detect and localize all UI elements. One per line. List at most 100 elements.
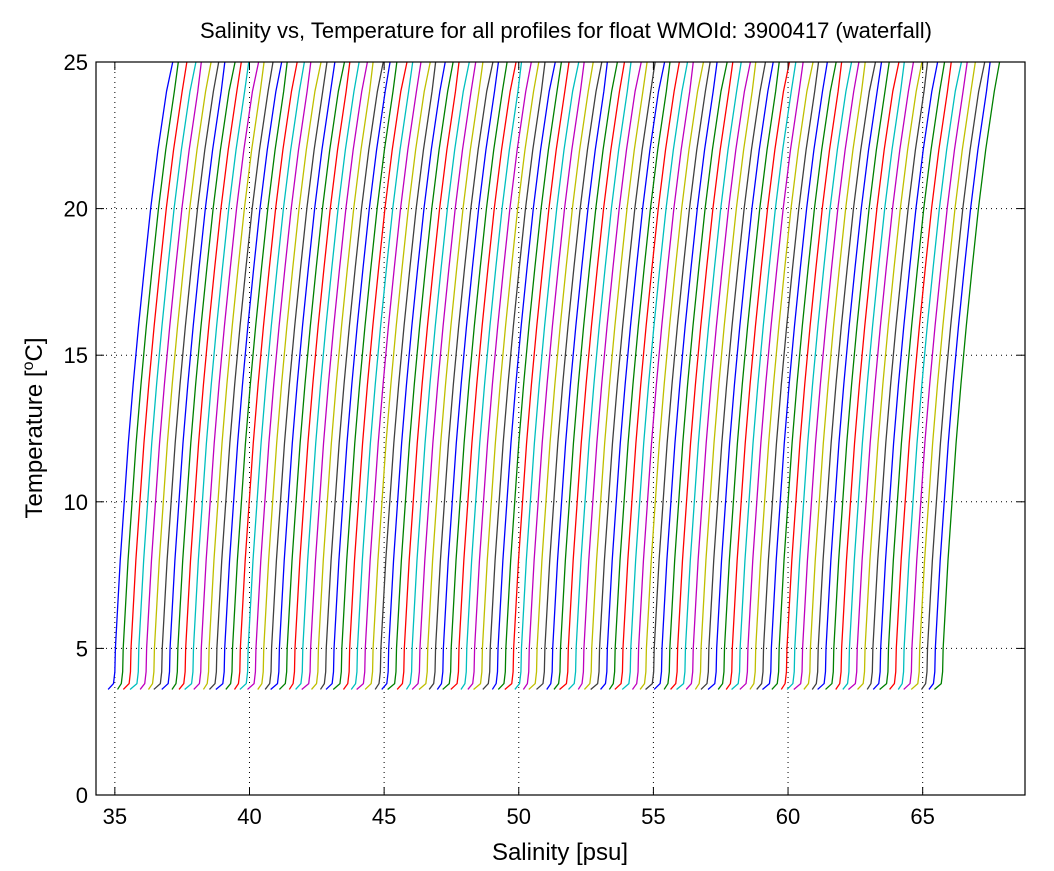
y-tick-label: 15 [64, 343, 88, 368]
axis-ticks [96, 61, 1025, 796]
profile-line [731, 61, 797, 690]
profile-line [171, 61, 236, 690]
profile-line [193, 61, 260, 690]
profile-line [653, 61, 718, 690]
profile-line [707, 61, 774, 690]
profile-line [482, 61, 546, 690]
y-axis-label-main: Temperature [ [21, 370, 48, 518]
profile-line [374, 61, 437, 690]
profile-line [257, 61, 322, 690]
profile-line [546, 61, 608, 690]
profile-line [903, 61, 968, 690]
profile-line [311, 61, 374, 690]
profile-line [739, 61, 804, 690]
profile-line [319, 61, 384, 690]
profile-line [817, 61, 883, 690]
profile-line [442, 61, 508, 690]
y-tick-label: 10 [64, 490, 88, 515]
profile-line [364, 61, 431, 690]
profile-line [332, 61, 398, 690]
y-tick-label: 20 [64, 197, 88, 222]
profile-line [866, 61, 929, 690]
profile-line [910, 61, 976, 690]
profile-line [645, 61, 711, 690]
profile-line [536, 61, 603, 690]
profile-line [147, 61, 212, 690]
profile-line [749, 61, 814, 690]
profile-line [756, 61, 820, 690]
profile-line [460, 61, 523, 690]
x-tick-labels: 35 40 45 50 55 60 65 [103, 804, 935, 829]
profile-line [670, 61, 734, 690]
profile-line [522, 61, 585, 690]
profile-line [514, 61, 580, 690]
profile-line [694, 61, 757, 690]
profile-line [835, 61, 900, 690]
profile-line [528, 61, 594, 690]
profile-line [786, 61, 853, 690]
x-tick-label: 55 [641, 804, 665, 829]
profile-line [184, 61, 250, 690]
profile-line [608, 61, 671, 690]
profile-line [879, 61, 946, 690]
profile-line [208, 61, 274, 690]
x-tick-label: 60 [776, 804, 800, 829]
profile-line [387, 61, 454, 690]
profile-line [129, 61, 197, 690]
profile-line [897, 61, 963, 690]
profile-line [811, 61, 877, 690]
plot-area [95, 61, 1026, 796]
x-tick-label: 35 [103, 804, 127, 829]
profile-line [762, 61, 828, 690]
y-axis-label-superscript: o [20, 361, 37, 370]
profile-line [497, 61, 563, 690]
y-tick-label: 0 [76, 783, 88, 808]
profile-line [725, 61, 791, 690]
profile-line [418, 61, 484, 690]
profile-line [614, 61, 680, 690]
profile-line [928, 61, 991, 690]
x-tick-label: 45 [372, 804, 396, 829]
profile-line [568, 61, 632, 690]
profile-line [504, 61, 570, 690]
profile-line [600, 61, 666, 690]
profile-line [559, 61, 626, 690]
profile-line [301, 61, 369, 690]
profile-line [116, 61, 179, 690]
profile-line [700, 61, 767, 690]
chart-title: Salinity vs, Temperature for all profile… [200, 18, 932, 43]
profile-line [473, 61, 540, 690]
profile-line [396, 61, 460, 690]
profile-line [857, 61, 923, 690]
profile-line [717, 61, 780, 690]
profile-line [270, 61, 336, 690]
profile-line [342, 61, 408, 690]
profile-line [920, 61, 986, 690]
profile-line [153, 61, 220, 690]
y-axis-label-tail: C] [21, 338, 48, 362]
profile-line [381, 61, 446, 690]
profile-line [356, 61, 422, 690]
profile-line [288, 61, 351, 690]
profile-line [825, 61, 890, 690]
profile-line [350, 61, 414, 690]
profile-line [621, 61, 689, 690]
profile-line [639, 61, 705, 690]
profile-line [202, 61, 265, 690]
profile-line [247, 61, 312, 690]
profile-line [771, 61, 837, 690]
profile-line [405, 61, 470, 690]
profile-lines [107, 61, 1001, 690]
profile-line [491, 61, 556, 690]
y-tick-label: 5 [76, 636, 88, 661]
profile-line [467, 61, 532, 690]
x-tick-label: 50 [507, 804, 531, 829]
profile-line [325, 61, 391, 690]
profile-line [264, 61, 328, 690]
profile-line [233, 61, 298, 690]
plot-frame [95, 61, 1026, 796]
profile-line [225, 61, 288, 690]
profile-line [239, 61, 306, 690]
x-axis-label: Salinity [psu] [492, 839, 628, 866]
